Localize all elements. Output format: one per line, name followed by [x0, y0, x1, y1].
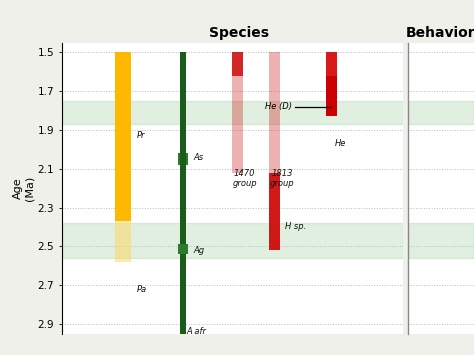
Text: He (D): He (D) [265, 102, 292, 111]
Bar [62, 101, 403, 124]
Bar [408, 101, 474, 124]
Bar [269, 173, 281, 250]
Bar [269, 52, 281, 173]
Text: Pr: Pr [137, 131, 145, 140]
Bar [178, 153, 188, 165]
Bar [180, 52, 185, 338]
Bar [408, 223, 474, 258]
Bar [326, 52, 337, 76]
Bar [115, 52, 131, 221]
Text: 1470
group: 1470 group [232, 169, 257, 188]
Text: Behavior: Behavior [406, 26, 474, 40]
Text: Ag: Ag [193, 246, 204, 255]
Text: Species: Species [209, 26, 269, 40]
Bar [62, 223, 403, 258]
Text: H sp.: H sp. [285, 223, 306, 231]
Text: As: As [193, 153, 203, 162]
Bar [232, 76, 243, 173]
Text: 1813
group: 1813 group [270, 169, 294, 188]
Text: He: He [335, 139, 346, 148]
Y-axis label: Age
(Ma): Age (Ma) [13, 175, 35, 201]
Bar [115, 221, 131, 262]
Bar [178, 245, 188, 254]
Text: A afr: A afr [186, 327, 206, 336]
Text: Pa: Pa [137, 285, 147, 294]
Bar [232, 52, 243, 76]
Bar [326, 52, 337, 116]
